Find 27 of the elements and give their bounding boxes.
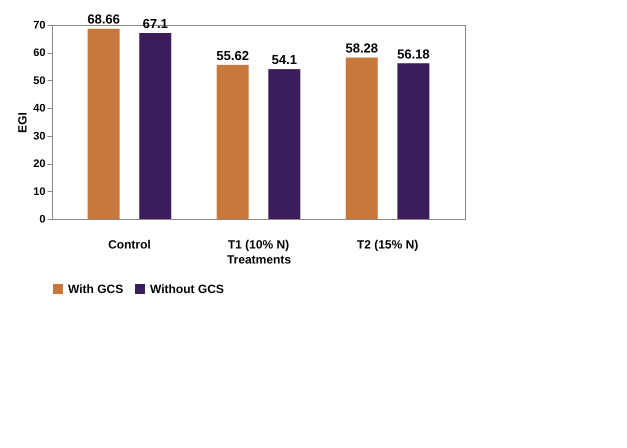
y-axis-title: EGI <box>15 112 30 133</box>
bar <box>397 63 430 219</box>
data-label: 68.66 <box>87 12 120 27</box>
bar <box>268 69 300 219</box>
y-tick-label: 50 <box>33 74 46 87</box>
x-tick-label: Control <box>108 238 151 252</box>
y-tick-label: 60 <box>33 47 46 60</box>
x-axis-title: Treatments <box>226 252 292 266</box>
data-label: 67.1 <box>142 16 168 32</box>
y-tick-label: 70 <box>33 20 46 32</box>
bar <box>216 64 249 219</box>
data-label: 55.62 <box>216 48 249 63</box>
data-label: 54.1 <box>272 52 297 68</box>
data-label: 56.18 <box>397 46 430 62</box>
x-tick-label: T2 (15% N) <box>356 238 418 252</box>
y-tick-label: 0 <box>39 214 46 226</box>
y-tick-label: 20 <box>33 158 46 170</box>
legend-label: With GCS <box>68 282 124 296</box>
bar <box>139 33 172 219</box>
x-tick-label: T1 (10% N) <box>228 238 290 252</box>
y-tick-label: 10 <box>33 186 46 198</box>
bar <box>88 28 120 219</box>
y-tick-label: 30 <box>33 130 46 142</box>
data-label: 58.28 <box>345 40 378 56</box>
y-tick-label: 40 <box>33 102 46 115</box>
bar <box>346 57 378 219</box>
legend-label: Without GCS <box>150 282 224 296</box>
